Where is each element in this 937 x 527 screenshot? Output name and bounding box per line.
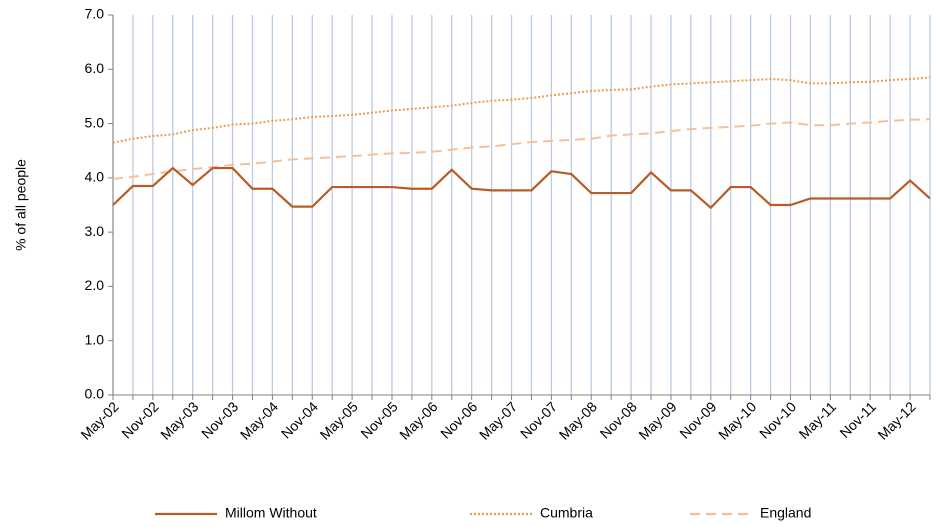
x-tick-label: Nov-05 xyxy=(357,398,400,441)
x-tick-label: Nov-10 xyxy=(756,398,799,441)
y-tick-label: 6.0 xyxy=(85,60,105,76)
x-tick-label: May-12 xyxy=(874,398,918,442)
y-tick-label: 5.0 xyxy=(85,114,105,130)
x-tick-label: Nov-06 xyxy=(437,398,480,441)
legend-label: Cumbria xyxy=(540,505,593,521)
x-tick-label: May-02 xyxy=(77,398,121,442)
x-tick-label: Nov-02 xyxy=(118,398,161,441)
x-tick-label: Nov-03 xyxy=(198,398,241,441)
x-tick-label: Nov-07 xyxy=(517,398,560,441)
x-tick-label: Nov-04 xyxy=(278,398,321,441)
y-tick-label: 2.0 xyxy=(85,277,105,293)
y-axis-label: % of all people xyxy=(13,159,29,251)
y-tick-label: 3.0 xyxy=(85,223,105,239)
x-tick-label: May-03 xyxy=(157,398,201,442)
x-tick-label: May-08 xyxy=(556,398,600,442)
x-tick-label: May-07 xyxy=(476,398,520,442)
y-tick-label: 4.0 xyxy=(85,169,105,185)
legend-label: England xyxy=(760,505,811,521)
x-tick-label: Nov-08 xyxy=(597,398,640,441)
x-tick-label: May-11 xyxy=(796,398,840,442)
y-tick-label: 1.0 xyxy=(85,331,105,347)
y-tick-label: 0.0 xyxy=(85,386,105,402)
x-tick-label: May-06 xyxy=(396,398,440,442)
x-tick-label: Nov-11 xyxy=(836,398,879,441)
x-tick-label: May-09 xyxy=(635,398,679,442)
x-tick-label: Nov-09 xyxy=(676,398,719,441)
series-line xyxy=(112,118,931,180)
x-tick-label: May-05 xyxy=(317,398,361,442)
series-line xyxy=(112,166,931,210)
legend-label: Millom Without xyxy=(225,505,317,521)
series-line xyxy=(112,76,931,144)
y-tick-label: 7.0 xyxy=(85,6,105,22)
x-tick-label: May-10 xyxy=(715,398,759,442)
x-tick-label: May-04 xyxy=(237,398,281,442)
